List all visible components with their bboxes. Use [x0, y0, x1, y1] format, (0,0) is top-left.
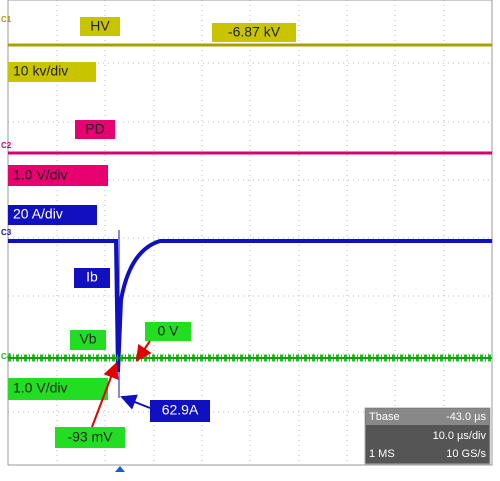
- label-box: [8, 205, 97, 225]
- ib-value: 62.9A: [162, 402, 199, 418]
- ib-label: Ib: [86, 269, 98, 285]
- info-header: [366, 409, 489, 425]
- c4-scale: 1.0 V/div: [13, 380, 67, 396]
- channel-label: C4: [1, 352, 12, 361]
- c3-scale: 20 A/div: [13, 206, 63, 222]
- arrow: [91, 362, 119, 428]
- time-div: 10.0 µs/div: [433, 430, 487, 442]
- c2-scale: 1.0 V/div: [13, 167, 67, 183]
- label-box: [150, 400, 210, 422]
- info-box: Tbase -43.0 µs 10.0 µs/div 1 MS 10 GS/s: [364, 407, 491, 465]
- label-box: [8, 62, 96, 82]
- zero-label: 0 V: [157, 323, 179, 339]
- label-box: [80, 17, 120, 36]
- channel-label: C3: [1, 228, 12, 237]
- label-box: [74, 268, 110, 288]
- hv-label: HV: [90, 18, 110, 34]
- label-box: [212, 23, 296, 42]
- trigger-marker: [115, 466, 125, 472]
- screen-border: [7, 0, 493, 466]
- channel-label: C1: [1, 15, 12, 24]
- pd-label: PD: [85, 121, 104, 137]
- vb-value: -93 mV: [67, 429, 113, 445]
- label-box: [8, 165, 108, 186]
- tbase-label: Tbase: [369, 411, 400, 423]
- arrow: [135, 340, 152, 362]
- label-box: [8, 378, 108, 400]
- sample-rate: 10 GS/s: [446, 448, 486, 460]
- hv-value: -6.87 kV: [228, 24, 281, 40]
- arrow: [120, 394, 151, 410]
- memory: 1 MS: [369, 448, 395, 460]
- c1-scale: 10 kv/div: [13, 63, 68, 79]
- channel-label: C2: [1, 141, 12, 150]
- label-box: [55, 427, 125, 448]
- label-box: [145, 322, 191, 341]
- vb-label: Vb: [79, 331, 96, 347]
- label-box: [75, 120, 115, 139]
- tbase-value: -43.0 µs: [446, 411, 486, 423]
- label-box: [70, 330, 106, 350]
